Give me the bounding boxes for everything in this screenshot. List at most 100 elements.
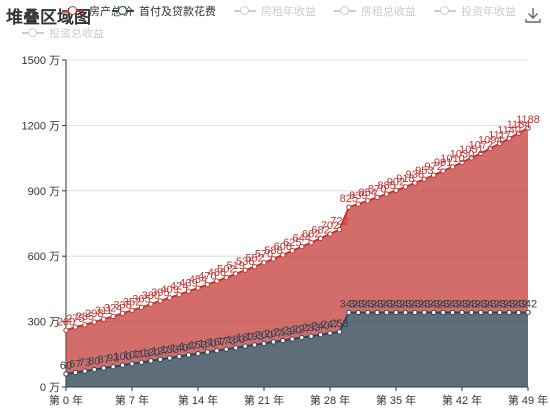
point-total-price <box>119 310 126 317</box>
data-label-total-price: 439 <box>179 277 197 289</box>
legend-swatch-icon <box>112 5 134 17</box>
point-total-price <box>261 260 267 266</box>
point-down-payment <box>223 346 229 352</box>
legend-label: 首付及贷款花费 <box>139 6 216 18</box>
data-label-total-price: 662 <box>302 229 320 241</box>
data-label-down-payment: 140 <box>170 342 188 354</box>
data-label-down-payment: 342 <box>396 298 414 310</box>
data-label-total-price: 1030 <box>450 148 474 160</box>
point-total-price <box>515 130 522 136</box>
data-label-down-payment: 342 <box>519 298 537 310</box>
data-label-down-payment: 147 <box>179 341 197 353</box>
point-down-payment <box>167 355 173 361</box>
point-total-price <box>280 252 286 258</box>
data-label-total-price: 311 <box>95 305 113 317</box>
x-tick-label: 第 42 年 <box>442 393 482 407</box>
data-label-down-payment: 253 <box>330 318 348 330</box>
data-label-down-payment: 187 <box>236 332 254 344</box>
data-label-total-price: 454 <box>189 274 207 286</box>
data-label-down-payment: 342 <box>406 298 424 310</box>
point-down-payment <box>327 330 333 336</box>
download-icon[interactable] <box>524 6 542 24</box>
data-label-down-payment: 247 <box>321 319 339 331</box>
point-total-price <box>355 201 361 207</box>
data-label-total-price: 682 <box>311 224 329 236</box>
legend-item-down-payment[interactable]: 首付及贷款花费 <box>112 3 216 19</box>
point-down-payment <box>148 358 154 364</box>
legend-item-rent-total[interactable]: 房租总收益 <box>334 3 416 19</box>
data-label-total-price: 298 <box>85 308 103 320</box>
point-down-payment <box>270 339 277 345</box>
point-total-price <box>129 307 135 313</box>
data-label-down-payment: 107 <box>123 350 141 362</box>
point-total-price <box>167 295 173 301</box>
point-down-payment <box>487 309 493 316</box>
point-total-price <box>431 172 437 178</box>
point-down-payment <box>346 309 352 316</box>
point-down-payment <box>63 371 69 377</box>
point-down-payment <box>317 331 324 338</box>
x-tick-label: 第 14 年 <box>178 393 218 407</box>
point-down-payment <box>393 309 399 316</box>
data-label-down-payment: 342 <box>377 298 395 310</box>
data-label-down-payment: 342 <box>509 298 527 310</box>
legend-label: 房租年收益 <box>261 6 316 18</box>
data-label-total-price: 953 <box>415 165 433 177</box>
point-down-payment <box>308 333 314 339</box>
point-down-payment <box>242 343 248 349</box>
area-down-payment <box>66 312 528 387</box>
data-label-down-payment: 133 <box>161 344 179 356</box>
data-label-total-price: 352 <box>123 296 141 308</box>
point-down-payment <box>336 329 343 335</box>
x-tick-label: 第 35 年 <box>376 393 416 407</box>
legend-item-invest-yearly[interactable]: 投资年收益 <box>434 3 516 19</box>
point-down-payment <box>261 340 267 347</box>
point-total-price <box>63 327 69 334</box>
data-label-total-price: 470 <box>198 271 216 283</box>
point-down-payment <box>431 309 437 316</box>
data-label-down-payment: 80 <box>88 356 100 368</box>
data-label-down-payment: 193 <box>245 331 263 343</box>
point-total-price <box>374 194 380 201</box>
data-label-down-payment: 200 <box>255 329 273 341</box>
point-down-payment <box>110 364 116 370</box>
point-down-payment <box>402 309 409 316</box>
data-label-down-payment: 180 <box>227 334 245 346</box>
data-label-total-price: 722 <box>330 216 348 228</box>
legend-label: 投资总收益 <box>49 28 104 40</box>
data-label-total-price: 324 <box>104 302 122 314</box>
point-total-price <box>176 291 182 298</box>
point-down-payment <box>515 309 522 316</box>
point-down-payment <box>497 309 503 316</box>
legend-item-invest-total[interactable]: 投资总收益 <box>22 25 104 41</box>
data-label-down-payment: 342 <box>491 298 509 310</box>
data-label-down-payment: 113 <box>133 348 151 360</box>
point-total-price <box>468 155 475 161</box>
data-label-down-payment: 220 <box>283 325 301 337</box>
point-total-price <box>421 176 427 182</box>
legend-swatch-icon <box>434 5 456 17</box>
data-label-down-payment: 67 <box>69 358 81 370</box>
point-total-price <box>402 184 409 190</box>
y-tick-label: 900 万 <box>28 186 60 198</box>
data-label-total-price: 902 <box>387 176 405 188</box>
data-label-down-payment: 342 <box>453 298 471 310</box>
data-label-total-price: 486 <box>208 267 226 279</box>
data-label-total-price: 825 <box>340 193 358 205</box>
point-total-price <box>204 281 211 288</box>
point-down-payment <box>129 360 135 367</box>
point-down-payment <box>355 309 361 316</box>
point-total-price <box>242 267 248 273</box>
data-label-total-price: 839 <box>349 190 367 202</box>
data-label-down-payment: 127 <box>151 345 169 357</box>
data-label-total-price: 260 <box>57 316 75 328</box>
legend-item-rent-yearly[interactable]: 房租年收益 <box>234 3 316 19</box>
data-label-total-price: 552 <box>245 253 263 265</box>
point-total-price <box>214 278 220 284</box>
point-down-payment <box>440 309 446 316</box>
data-label-total-price: 536 <box>236 256 254 268</box>
point-down-payment <box>195 350 201 357</box>
data-label-total-price: 1188 <box>516 114 540 126</box>
point-down-payment <box>233 345 239 351</box>
